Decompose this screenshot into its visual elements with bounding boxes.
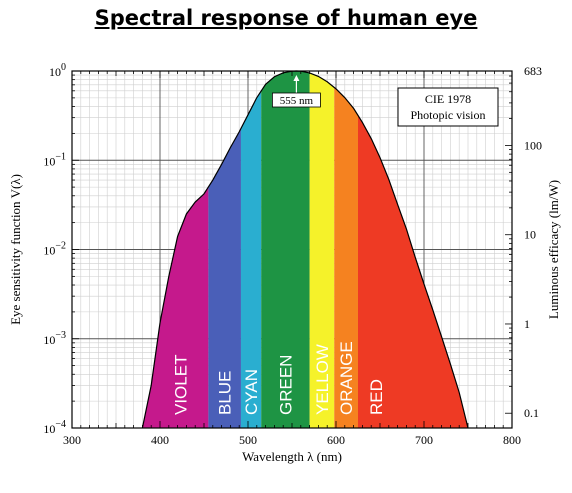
x-tick-label: 500 <box>239 433 257 447</box>
y-tick-label: 10−2 <box>43 241 66 258</box>
band-green <box>261 71 310 428</box>
x-tick-label: 800 <box>503 433 521 447</box>
y-tick-label: 10−1 <box>43 151 66 168</box>
band-label-green: GREEN <box>276 355 295 415</box>
band-label-orange: ORANGE <box>337 341 356 415</box>
band-label-cyan: CYAN <box>242 369 261 415</box>
x-tick-label: 300 <box>63 433 81 447</box>
peak-label: 555 nm <box>280 95 314 107</box>
y-tick-label: 10−4 <box>43 419 66 436</box>
band-orange <box>334 71 358 428</box>
y-axis-label: Eye sensitivity function V(λ) <box>8 174 23 325</box>
plot-frame <box>71 70 513 429</box>
peak-arrowhead <box>293 75 300 81</box>
band-label-red: RED <box>367 379 386 415</box>
legend-line-2: Photopic vision <box>410 108 485 122</box>
band-label-violet: VIOLET <box>171 355 190 415</box>
y-tick-label: 100 <box>49 62 66 79</box>
y2-tick-label: 10 <box>524 228 536 242</box>
y2-tick-label: 1 <box>524 317 530 331</box>
band-label-blue: BLUE <box>216 371 235 415</box>
x-axis-label: Wavelength λ (nm) <box>242 449 342 464</box>
band-cyan <box>240 71 262 428</box>
band-yellow <box>309 71 335 428</box>
y2-axis-label: Luminous efficacy (lm/W) <box>546 180 561 319</box>
y2-tick-label: 100 <box>524 138 542 152</box>
cie-legend-box: CIE 1978 Photopic vision <box>397 87 499 127</box>
peak-label-box <box>271 92 321 108</box>
y2-tick-label: 0.1 <box>524 406 539 420</box>
x-tick-label: 400 <box>151 433 169 447</box>
y-tick-label: 10−3 <box>43 330 66 347</box>
y2-tick-label: 683 <box>524 64 542 78</box>
page-title: Spectral response of human eye <box>94 6 478 30</box>
peak-annotation: 555 nm <box>271 75 321 108</box>
legend-box <box>397 87 499 127</box>
legend-line-1: CIE 1978 <box>425 92 471 106</box>
band-label-yellow: YELLOW <box>313 344 332 415</box>
x-tick-label: 600 <box>327 433 345 447</box>
x-tick-label: 700 <box>415 433 433 447</box>
